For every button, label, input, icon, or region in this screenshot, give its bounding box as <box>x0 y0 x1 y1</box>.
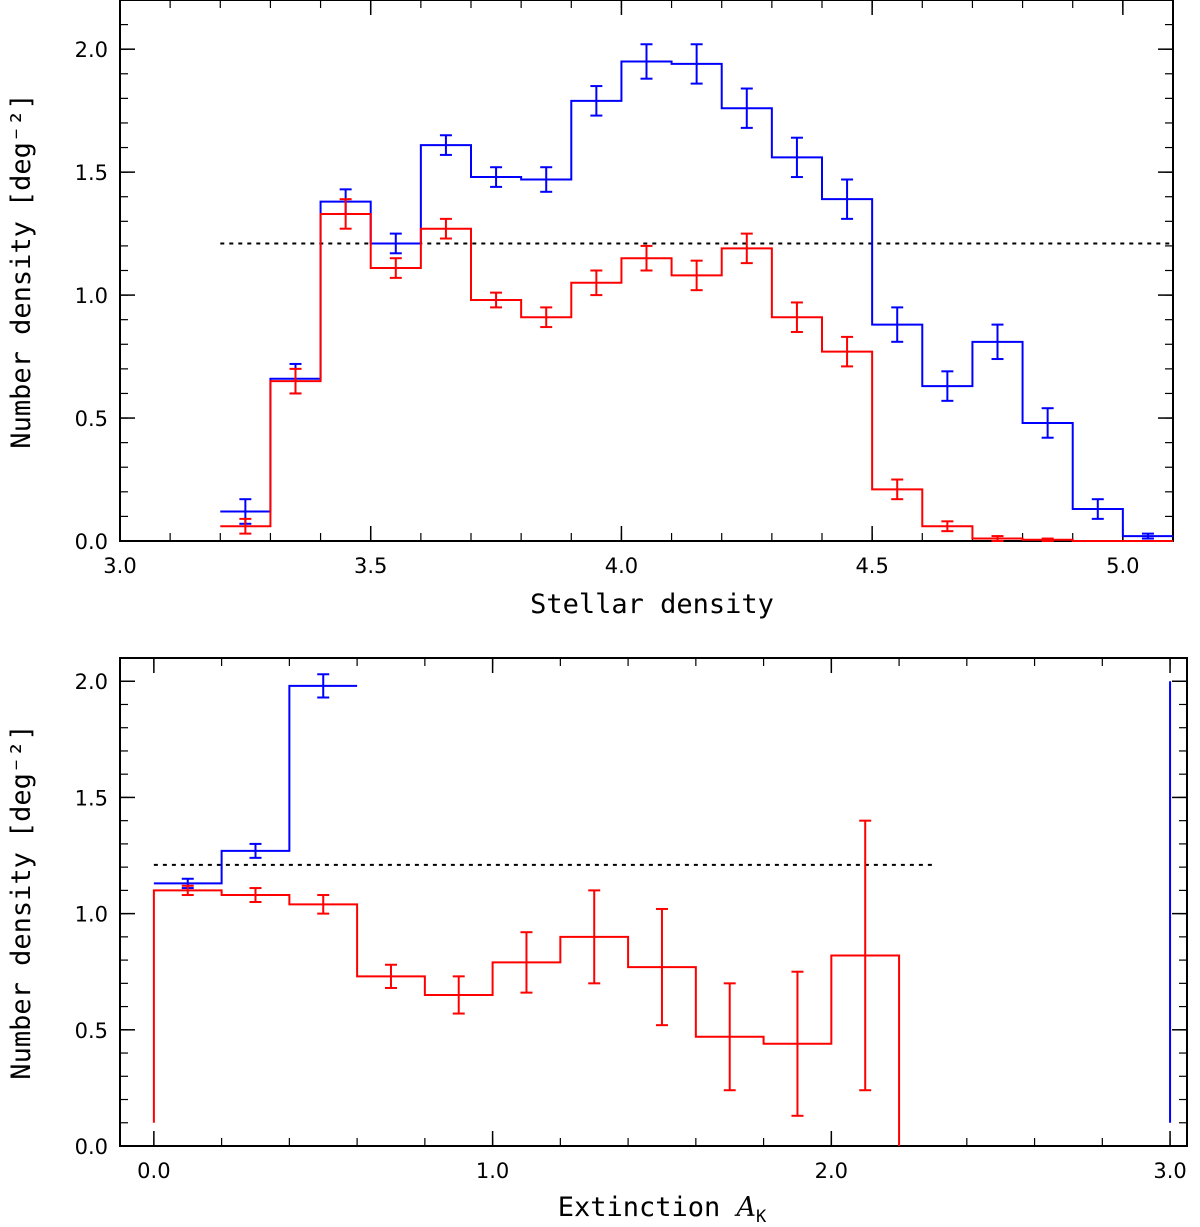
y-tick-label: 1.0 <box>75 903 108 927</box>
y-tick-label: 1.5 <box>75 786 108 810</box>
y-tick-label: 1.0 <box>75 284 108 308</box>
axis-ticks: 3.0 3.5 4.0 4.5 5.0 0.0 0.5 1.0 1.5 2.0 <box>75 0 1174 578</box>
series-group <box>152 673 1172 1146</box>
x-axis-label: Stellar density <box>530 589 774 620</box>
x-axis-label-symbol: A <box>734 1192 757 1223</box>
x-axis-label: Extinction AK <box>558 1192 767 1227</box>
x-axis-label-text: Extinction <box>558 1192 737 1223</box>
y-tick-label: 0.0 <box>75 1135 108 1159</box>
y-axis-label: Number density [deg⁻²] <box>6 724 37 1079</box>
x-tick-label: 4.5 <box>855 554 888 578</box>
x-tick-label: 3.5 <box>354 554 387 578</box>
plot-frame <box>119 657 1188 1147</box>
y-tick-label: 2.0 <box>75 38 108 62</box>
y-tick-label: 1.5 <box>75 161 108 185</box>
y-tick-label: 0.0 <box>75 530 108 554</box>
axis-ticks: 0.0 1.0 2.0 3.0 0.0 0.5 1.0 1.5 2.0 <box>75 657 1187 1183</box>
y-tick-label: 2.0 <box>75 670 108 694</box>
extinction-panel: 0.0 1.0 2.0 3.0 0.0 0.5 1.0 1.5 2.0 Extinction A… <box>6 657 1188 1227</box>
y-axis-unit: [deg⁻²] <box>6 93 37 207</box>
y-axis-label: Number density [deg⁻²] <box>6 93 37 448</box>
x-tick-label: 0.0 <box>137 1159 170 1183</box>
x-tick-label: 5.0 <box>1106 554 1139 578</box>
red-histogram <box>152 889 901 1146</box>
stellar-density-panel: 3.0 3.5 4.0 4.5 5.0 0.0 0.5 1.0 1.5 2.0 Stellar d… <box>6 0 1174 620</box>
x-tick-label: 3.0 <box>1153 1159 1186 1183</box>
y-tick-label: 0.5 <box>75 407 108 431</box>
x-tick-label: 4.0 <box>605 554 638 578</box>
red-histogram <box>220 212 1173 542</box>
y-axis-unit: [deg⁻²] <box>6 724 37 838</box>
x-tick-label: 2.0 <box>815 1159 848 1183</box>
y-axis-label-text: Number density <box>6 852 37 1080</box>
x-tick-label: 1.0 <box>476 1159 509 1183</box>
x-tick-label: 3.0 <box>103 554 136 578</box>
y-tick-label: 0.5 <box>75 1019 108 1043</box>
y-axis-label-text: Number density <box>6 221 37 449</box>
x-axis-label-subscript: K <box>756 1207 767 1227</box>
blue-histogram <box>220 60 1173 538</box>
series-group <box>220 43 1173 542</box>
